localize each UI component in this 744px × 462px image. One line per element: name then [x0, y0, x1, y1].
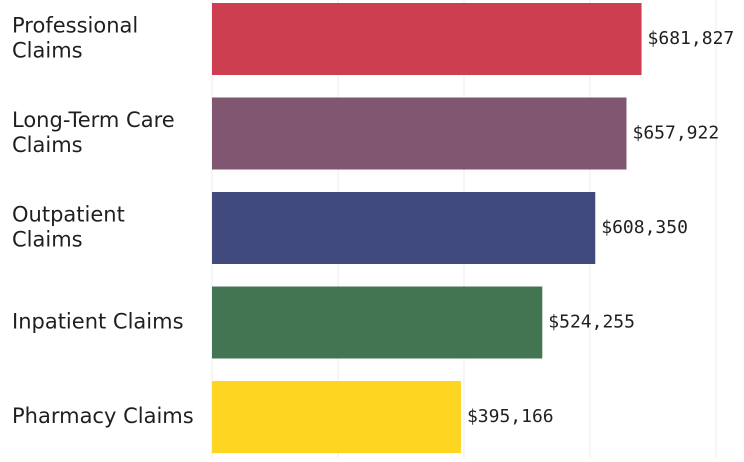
category-label-0: Professional Claims [12, 14, 138, 63]
bar-0 [212, 3, 642, 75]
category-label-2-line-0: Outpatient [12, 203, 125, 227]
value-label-2: $608,350 [601, 217, 688, 238]
category-label-1: Long-Term Care Claims [12, 108, 175, 157]
category-label-0-line-1: Claims [12, 39, 83, 63]
bar-4 [212, 381, 461, 453]
value-label-1: $657,922 [632, 123, 719, 144]
bar-3 [212, 287, 542, 359]
category-label-2: Outpatient Claims [12, 203, 125, 252]
category-label-2-line-1: Claims [12, 228, 83, 252]
category-label-3-line-0: Inpatient Claims [12, 310, 184, 334]
value-label-3: $524,255 [548, 312, 635, 333]
category-label-4: Pharmacy Claims [12, 404, 194, 428]
category-label-4-line-0: Pharmacy Claims [12, 404, 194, 428]
category-label-3: Inpatient Claims [12, 310, 184, 334]
bar-2 [212, 192, 595, 264]
bar-layer [212, 3, 642, 453]
category-label-1-line-0: Long-Term Care [12, 108, 175, 132]
value-label-4: $395,166 [467, 406, 554, 427]
bar-1 [212, 98, 626, 170]
category-label-1-line-1: Claims [12, 133, 83, 157]
category-label-0-line-0: Professional [12, 14, 138, 38]
value-label-0: $681,827 [648, 28, 735, 49]
